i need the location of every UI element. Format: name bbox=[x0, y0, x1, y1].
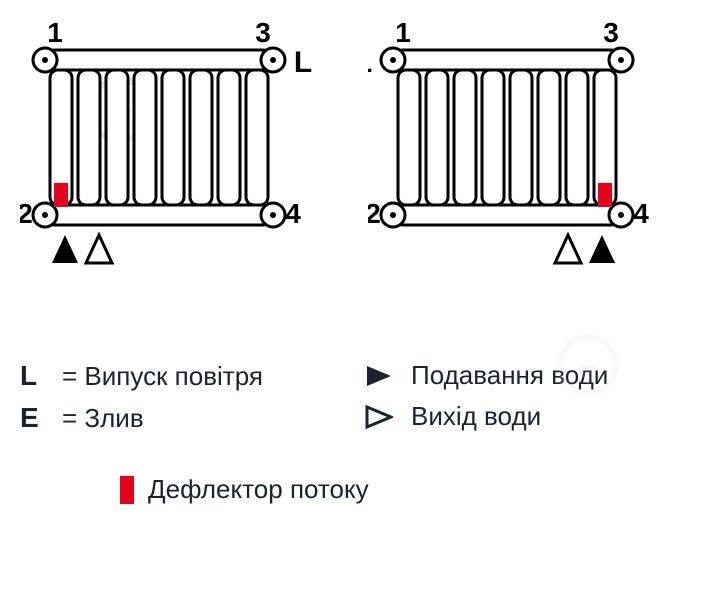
legend-right-column: Подавання води Вихід води bbox=[359, 360, 698, 444]
radiator-svg-right: 1 3 2 4 L bbox=[368, 20, 698, 300]
svg-text:4: 4 bbox=[285, 198, 301, 229]
diagrams-row: 1 3 2 4 L 1 3 2 4 L bbox=[20, 20, 698, 300]
svg-text:L: L bbox=[294, 46, 312, 79]
svg-text:L: L bbox=[368, 46, 372, 79]
legend-row-deflector: Дефлектор потоку bbox=[120, 474, 698, 505]
outline-triangle-icon bbox=[359, 405, 399, 429]
svg-text:1: 1 bbox=[395, 20, 411, 48]
deflector-icon bbox=[120, 476, 134, 504]
legend-row-outlet: Вихід води bbox=[359, 401, 698, 432]
legend-text: = Випуск повітря bbox=[62, 361, 263, 392]
filled-triangle-icon bbox=[359, 364, 399, 388]
legend-row-supply: Подавання води bbox=[359, 360, 698, 391]
legend-letter-L: L bbox=[20, 360, 50, 392]
svg-text:4: 4 bbox=[633, 198, 649, 229]
legend: L = Випуск повітря E = Злив Подавання во… bbox=[20, 360, 698, 444]
svg-text:3: 3 bbox=[603, 20, 619, 48]
legend-text: = Злив bbox=[62, 403, 144, 434]
legend-row-L: L = Випуск повітря bbox=[20, 360, 359, 392]
svg-text:3: 3 bbox=[255, 20, 271, 48]
legend-text: Подавання води bbox=[411, 360, 608, 391]
legend-text: Дефлектор потоку bbox=[148, 474, 369, 505]
legend-left-column: L = Випуск повітря E = Злив bbox=[20, 360, 359, 444]
legend-row-E: E = Злив bbox=[20, 402, 359, 434]
legend-letter-E: E bbox=[20, 402, 50, 434]
radiator-svg-left: 1 3 2 4 L bbox=[20, 20, 350, 300]
svg-text:2: 2 bbox=[368, 198, 381, 229]
svg-text:2: 2 bbox=[20, 198, 33, 229]
legend-text: Вихід води bbox=[411, 401, 541, 432]
radiator-diagram-right: 1 3 2 4 L bbox=[368, 20, 698, 300]
radiator-diagram-left: 1 3 2 4 L bbox=[20, 20, 350, 300]
svg-text:1: 1 bbox=[47, 20, 63, 48]
